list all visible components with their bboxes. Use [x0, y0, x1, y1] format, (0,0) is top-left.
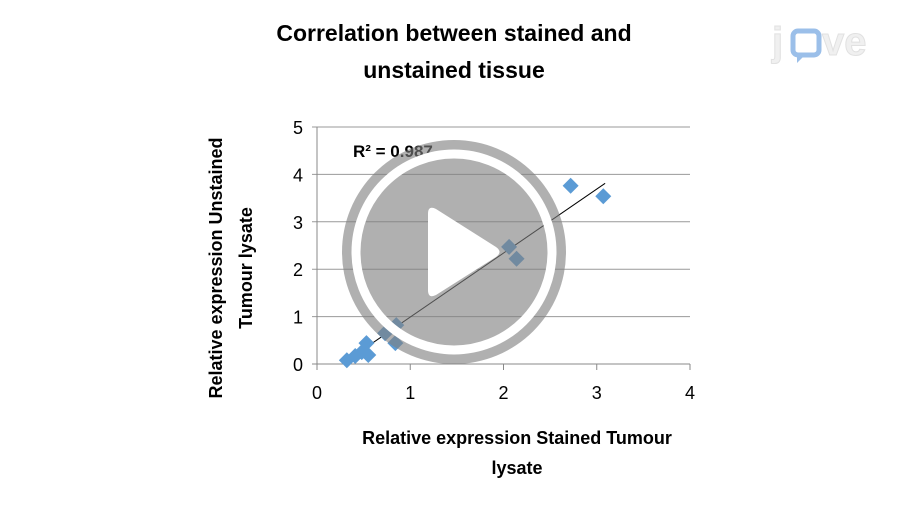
- y-tick-label: 2: [293, 260, 303, 280]
- jove-logo: j ve: [771, 20, 868, 65]
- y-axis-label-line-1: Relative expression Unstained: [206, 137, 226, 398]
- y-tick-label: 3: [293, 213, 303, 233]
- y-tick-label: 5: [293, 118, 303, 138]
- x-tick-label: 1: [405, 383, 415, 403]
- chart-title-line-2: unstained tissue: [363, 57, 544, 83]
- data-point: [358, 335, 375, 352]
- data-point: [595, 188, 612, 205]
- x-axis-label-line-2: lysate: [491, 458, 542, 478]
- chart-title-line-1: Correlation between stained and: [276, 20, 631, 46]
- y-tick-label: 4: [293, 165, 303, 185]
- x-axis-label-line-1: Relative expression Stained Tumour: [362, 428, 672, 448]
- data-point: [562, 177, 579, 194]
- x-tick-label: 4: [685, 383, 695, 403]
- svg-text:j: j: [771, 20, 783, 64]
- x-tick-label: 0: [312, 383, 322, 403]
- x-tick-label: 3: [592, 383, 602, 403]
- y-tick-label: 1: [293, 308, 303, 328]
- y-tick-label: 0: [293, 355, 303, 375]
- data-point: [360, 346, 377, 363]
- play-icon: [428, 207, 500, 297]
- svg-text:ve: ve: [822, 20, 867, 64]
- play-button[interactable]: [342, 140, 566, 364]
- y-axis-label-line-2: Tumour lysate: [236, 207, 256, 329]
- x-tick-label: 2: [498, 383, 508, 403]
